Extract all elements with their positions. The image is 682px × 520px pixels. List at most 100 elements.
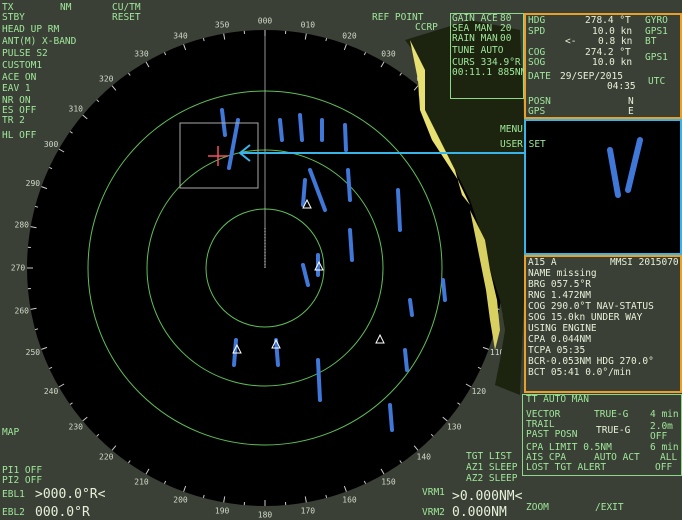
bearing-label: 260 <box>15 306 30 315</box>
bearing-label: 320 <box>99 74 114 83</box>
bearing-tick <box>325 37 328 42</box>
target-info: TCPA 05:35 <box>528 345 586 356</box>
button[interactable]: AZ1 SLEEP <box>466 462 518 473</box>
value: TRUE-G <box>594 409 629 420</box>
label: SOG <box>528 57 546 68</box>
coast-echo <box>410 40 470 205</box>
label: EBL2 <box>2 507 25 518</box>
label: PI2 OFF <box>2 475 43 486</box>
label: SPD <box>528 26 546 37</box>
button[interactable]: MAP <box>2 427 20 438</box>
label: TT AUTO MAN <box>526 394 589 405</box>
value: 000.0°R <box>35 505 90 520</box>
bearing-tick <box>30 226 37 229</box>
value: 10.0 kn <box>592 26 633 37</box>
label: GPS1 <box>645 52 668 63</box>
bearing-label: 150 <box>381 477 396 486</box>
bearing-tick <box>223 33 226 40</box>
bearing-label: 030 <box>381 50 396 59</box>
label: GPS <box>528 106 546 117</box>
bearing-label: 140 <box>417 453 432 462</box>
bearing-tick <box>128 460 131 464</box>
target-info: BRG 057.5°R <box>528 279 591 290</box>
bearing-label: 020 <box>342 31 357 40</box>
label: NM <box>60 2 72 13</box>
button[interactable]: AZ2 SLEEP <box>466 473 518 484</box>
bearing-tick <box>49 166 53 170</box>
target-symbols <box>232 198 385 354</box>
zoom-arrow-head <box>238 144 251 162</box>
bearing-tick <box>145 61 150 68</box>
label: RAIN MAN <box>452 33 498 44</box>
label: NR ON <box>2 95 31 106</box>
label: CUSTOM1 <box>2 60 43 71</box>
value: 00 <box>500 33 512 44</box>
value: 10.0 kn <box>592 57 633 68</box>
label: LOST TGT ALERT <box>526 462 607 473</box>
label: ANT(M) X-BAND <box>2 36 77 47</box>
label: TR 2 <box>2 115 25 126</box>
value: 80 <box>500 13 512 24</box>
bearing-label: 190 <box>215 507 230 516</box>
label: TUNE AUTO <box>452 45 504 56</box>
target-info: BCR-0.053NM HDG 270.0° <box>528 356 654 367</box>
label: VECTOR <box>526 409 561 420</box>
label: EBL1 <box>2 489 25 500</box>
bearing-tick <box>399 460 402 464</box>
bearing-label: 000 <box>258 17 273 26</box>
button[interactable]: /EXIT <box>595 502 624 513</box>
label: REF POINT <box>372 12 424 23</box>
bearing-label: 290 <box>26 179 41 188</box>
button[interactable]: CU/TM <box>112 2 141 13</box>
bearing-label: 270 <box>11 264 26 273</box>
bearing-tick <box>304 496 307 503</box>
button[interactable]: TGT LIST <box>466 451 512 462</box>
label: GAIN ACE <box>452 13 498 24</box>
label: CPA LIMIT 0.5NM <box>526 442 612 453</box>
value: >000.0°R< <box>35 487 106 502</box>
button[interactable]: RESET <box>112 12 141 23</box>
bearing-tick <box>41 186 48 190</box>
label: CCRP <box>415 22 438 33</box>
target-info: CPA 0.044NM <box>528 334 591 345</box>
label: 00:11.1 885NM <box>452 67 527 78</box>
label: PAST POSN <box>526 429 578 440</box>
bearing-tick <box>69 131 73 134</box>
label: AIS CPA <box>526 452 567 463</box>
label: CURS 334.9°R <box>452 57 521 68</box>
value: AUTO ACT <box>594 452 640 463</box>
label: DATE <box>528 71 551 82</box>
echoes <box>220 108 447 432</box>
value: 6 min <box>650 442 679 453</box>
button[interactable]: ZOOM <box>526 502 549 513</box>
value: 274.2 °T <box>585 47 631 58</box>
bearing-tick <box>41 346 48 350</box>
gain-panel <box>450 13 524 99</box>
bearing-tick <box>183 485 187 492</box>
value: OFF <box>655 462 673 473</box>
label: VRM1 <box>422 487 445 498</box>
bearing-tick <box>380 468 385 475</box>
target-info: MMSI 2015070 <box>610 257 679 268</box>
button[interactable]: MENU <box>500 124 523 135</box>
label: ACE ON <box>2 72 37 83</box>
label: HL OFF <box>2 130 37 141</box>
label: UTC <box>648 76 666 87</box>
bearing-tick <box>343 44 347 51</box>
bearing-tick <box>163 480 167 484</box>
button[interactable]: USER SET <box>500 139 546 150</box>
bearing-tick <box>111 445 117 451</box>
label: HEAD UP RM <box>2 24 60 35</box>
bearing-label: 280 <box>15 221 30 230</box>
target-info: BCT 05:41 0.0°/min <box>528 367 631 378</box>
bearing-tick <box>482 346 489 350</box>
bearing-tick <box>49 366 53 370</box>
bearing-tick <box>465 383 472 388</box>
value: N <box>628 96 634 107</box>
bearing-label: 300 <box>44 140 59 149</box>
bearing-tick <box>163 52 167 56</box>
value: 04:35 <box>607 81 636 92</box>
label: POSN <box>528 96 551 107</box>
label: PI1 OFF <box>2 465 43 476</box>
